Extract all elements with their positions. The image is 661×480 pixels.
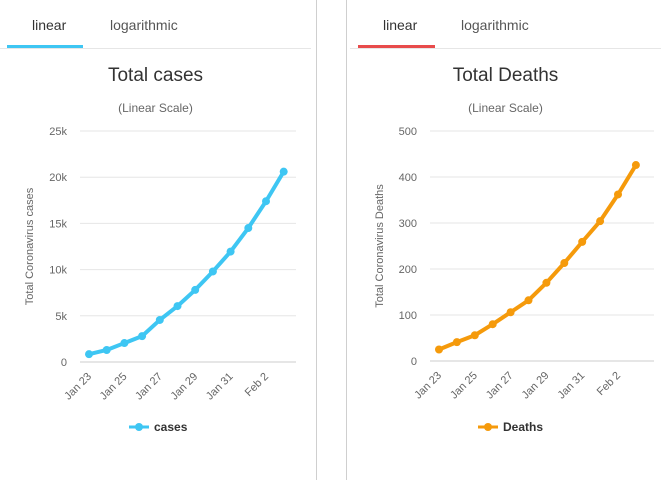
data-point[interactable] (524, 296, 533, 305)
tab-linear[interactable]: linear (32, 17, 67, 33)
data-point[interactable] (208, 267, 217, 276)
y-tick-label: 400 (399, 172, 417, 184)
x-tick-label: Jan 23 (62, 371, 94, 403)
y-tick-label: 5k (55, 311, 67, 323)
chart-subtitle: (Linear Scale) (468, 101, 543, 115)
active-tab-underline (7, 45, 83, 48)
data-point[interactable] (138, 332, 147, 341)
legend-line-marker-icon (129, 423, 149, 431)
series-line (87, 169, 286, 357)
x-tick-label: Jan 31 (204, 371, 236, 403)
tab-logarithmic[interactable]: logarithmic (461, 17, 529, 33)
chart-subtitle: (Linear Scale) (118, 101, 193, 115)
data-point[interactable] (614, 190, 622, 199)
x-tick-label: Jan 25 (98, 371, 130, 403)
data-point[interactable] (120, 339, 129, 348)
y-tick-label: 200 (399, 264, 417, 276)
x-tick-label: Jan 27 (484, 370, 516, 402)
x-tick-label: Feb 2 (243, 371, 271, 399)
chart-title: Total cases (107, 65, 204, 86)
data-point[interactable] (279, 167, 288, 176)
legend-label: Deaths (503, 420, 544, 434)
y-tick-label: 0 (411, 356, 417, 368)
data-point[interactable] (226, 247, 235, 256)
data-point[interactable] (102, 345, 111, 354)
data-point[interactable] (560, 259, 569, 268)
chart-title: Total Deaths (452, 65, 559, 86)
cases-chart-panel: linear logarithmic Total cases (Linear S… (0, 0, 311, 480)
data-point[interactable] (191, 285, 200, 294)
x-tick-label: Jan 29 (520, 370, 552, 402)
data-point[interactable] (452, 338, 461, 347)
x-tick-label: Feb 2 (595, 370, 623, 398)
x-tick-label: Jan 25 (448, 370, 480, 402)
y-axis-title: Total Coronavirus cases (24, 187, 36, 305)
data-point[interactable] (155, 315, 164, 324)
tab-logarithmic[interactable]: logarithmic (110, 17, 178, 33)
x-tick-label: Jan 27 (133, 371, 165, 403)
data-point[interactable] (85, 350, 93, 359)
x-tick-label: Jan 23 (412, 370, 444, 402)
deaths-chart-panel: linear logarithmic Total Deaths (Linear … (350, 0, 661, 480)
data-point[interactable] (506, 308, 515, 317)
y-tick-label: 15k (49, 218, 67, 230)
data-point[interactable] (435, 345, 443, 354)
data-point[interactable] (470, 331, 479, 340)
y-tick-label: 20k (49, 172, 67, 184)
data-point[interactable] (244, 224, 253, 233)
y-tick-label: 300 (399, 218, 417, 230)
deaths-line-chart: 0 100 200 300 400 500 Total Coronavirus Deaths… (374, 126, 654, 402)
legend-item-cases[interactable]: cases (129, 420, 187, 434)
data-point[interactable] (596, 217, 605, 226)
scale-tabs: linear logarithmic (350, 0, 661, 49)
cases-line-chart: 0 5k 10k 15k 20k 25k Total Coronavirus cases Ja… (24, 126, 296, 403)
legend-label: cases (154, 420, 188, 434)
panel-divider-left (316, 0, 317, 480)
data-point[interactable] (173, 302, 182, 311)
tab-linear[interactable]: linear (383, 17, 418, 33)
y-axis-title: Total Coronavirus Deaths (374, 184, 386, 308)
data-point[interactable] (631, 161, 640, 170)
y-tick-label: 25k (49, 126, 67, 138)
y-tick-label: 0 (61, 357, 67, 369)
scale-tabs: linear logarithmic (0, 0, 311, 49)
data-point[interactable] (542, 278, 551, 287)
data-point[interactable] (578, 237, 587, 246)
series-line (437, 163, 638, 352)
panel-divider-right (346, 0, 347, 480)
y-tick-label: 500 (399, 126, 417, 138)
data-point[interactable] (262, 197, 270, 206)
y-tick-label: 10k (49, 265, 67, 277)
x-tick-label: Jan 29 (168, 371, 200, 403)
legend-item-deaths[interactable]: Deaths (478, 420, 543, 434)
active-tab-underline (358, 45, 435, 48)
x-tick-label: Jan 31 (555, 370, 587, 402)
legend-line-marker-icon (478, 423, 498, 431)
y-tick-label: 100 (399, 310, 417, 322)
data-point[interactable] (488, 320, 497, 329)
